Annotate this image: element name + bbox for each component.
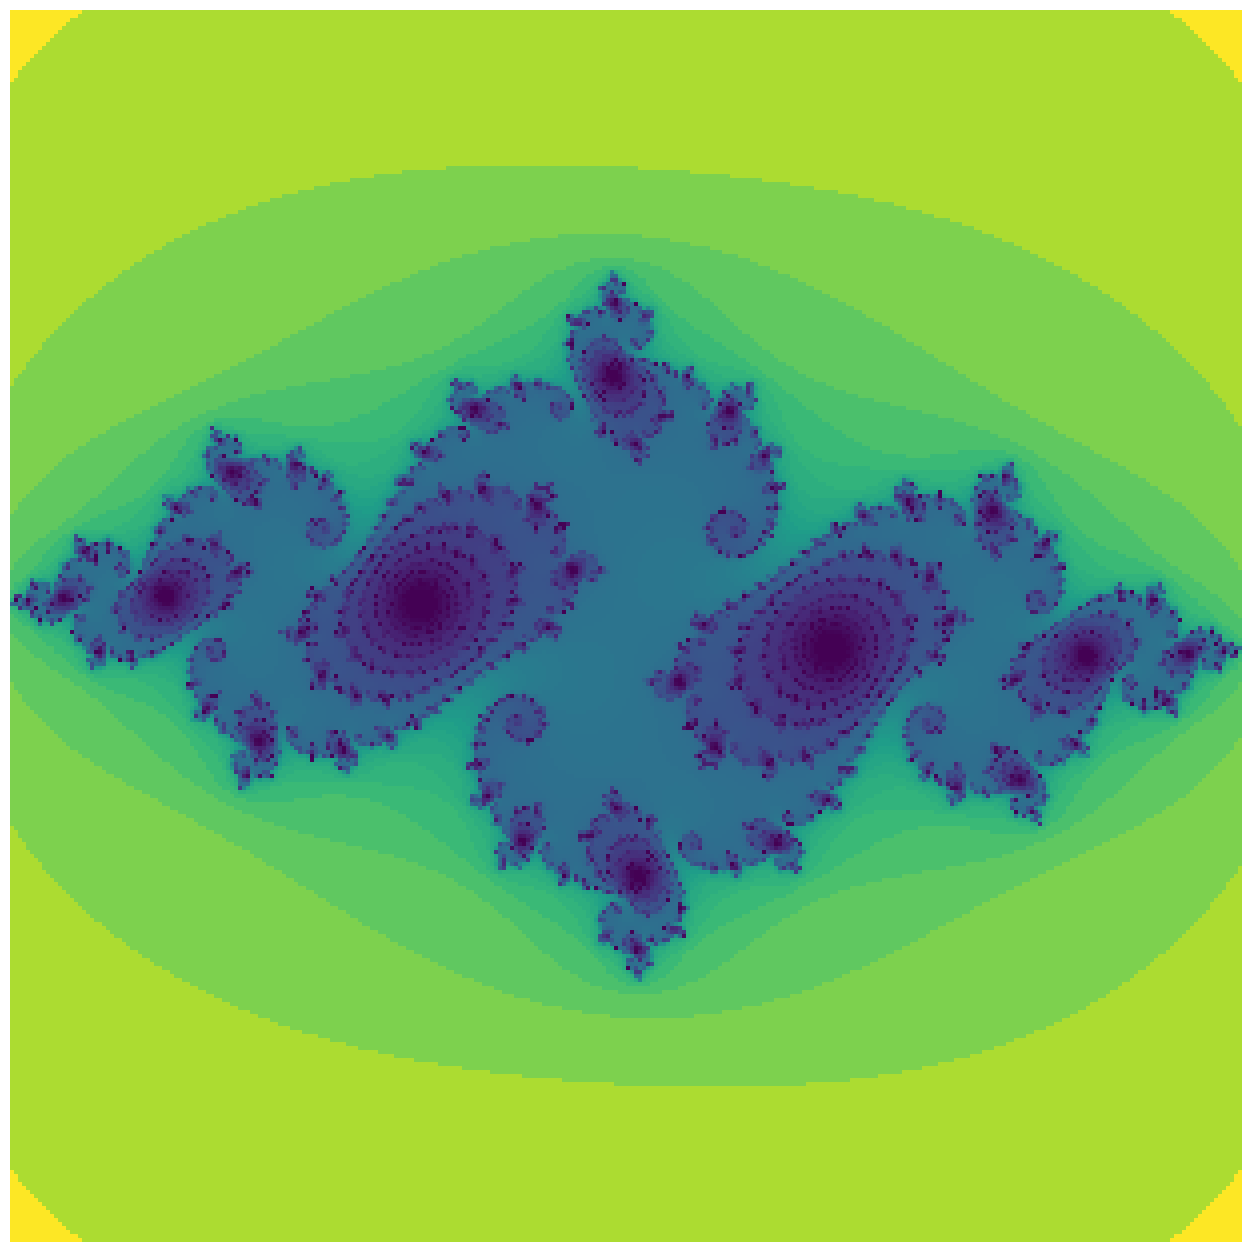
julia-set-fractal-image <box>10 10 1242 1242</box>
fractal-image-frame <box>10 10 1242 1242</box>
